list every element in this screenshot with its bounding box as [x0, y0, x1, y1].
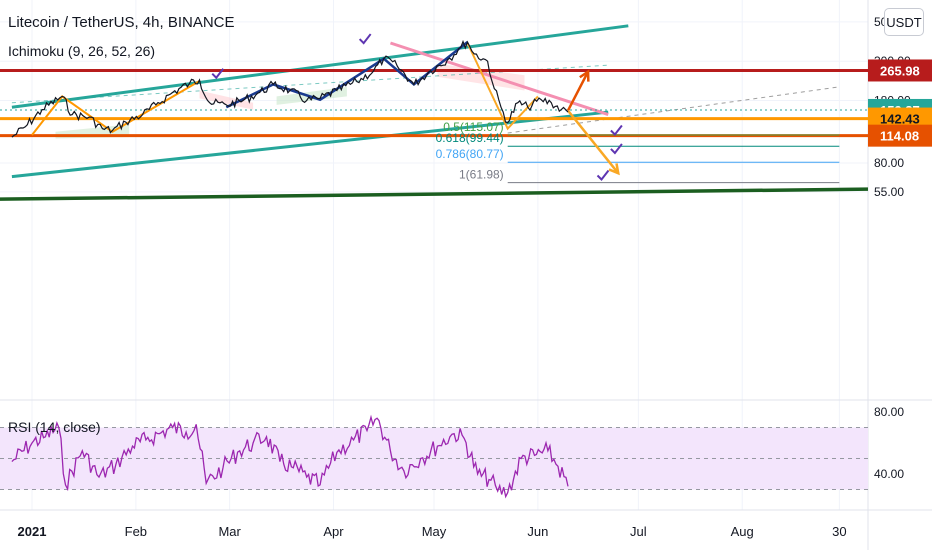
- time-axis: 2021 Feb Mar Apr May Jun Jul Aug 30: [18, 524, 847, 539]
- cloud-area: [199, 90, 254, 110]
- price-tick-label: 80.00: [874, 156, 904, 170]
- fib-level-label: 0.618(99.44): [436, 131, 504, 145]
- price-level-tag-text: 142.43: [880, 112, 920, 127]
- price-level-tag-text: 114.08: [880, 129, 919, 144]
- rsi-tick-label: 40.00: [874, 467, 904, 481]
- channel-upper-line: [11, 24, 629, 109]
- price-level-tag: [868, 124, 932, 147]
- time-tick-label: Aug: [731, 524, 754, 539]
- check-mark-icon: [610, 124, 623, 136]
- price-series-line: [11, 39, 569, 138]
- chart-title: Litecoin / TetherUS, 4h, BINANCE: [8, 14, 235, 31]
- time-tick-label: Jul: [630, 524, 647, 539]
- time-tick-label: Mar: [218, 524, 241, 539]
- rsi-tick-label: 80.00: [874, 405, 904, 419]
- time-tick-label: Jun: [527, 524, 548, 539]
- channel-lower-line: [11, 110, 609, 179]
- long-term-trend-line: [0, 187, 869, 201]
- time-tick-label: Feb: [125, 524, 147, 539]
- indicator-label: Ichimoku (9, 26, 52, 26): [8, 43, 156, 59]
- rsi-title: RSI (14, close): [8, 419, 101, 435]
- price-level-tag: [868, 59, 932, 82]
- currency-button[interactable]: USDT: [884, 8, 924, 36]
- rsi-pane: RSI (14, close) 80.00 40.00: [0, 405, 904, 499]
- check-mark-icon: [211, 68, 225, 80]
- bullish-projection-arrow: [566, 71, 590, 112]
- time-tick-label: May: [422, 524, 447, 539]
- rsi-series-line: [11, 414, 569, 499]
- orange-wave-drawing: [31, 80, 201, 136]
- price-level-tag: [868, 107, 932, 130]
- fib-level-label: 0.5(115.07): [443, 120, 504, 134]
- check-mark-icon: [358, 33, 372, 45]
- fib-level-label: 1(61.98): [459, 168, 504, 182]
- time-tick-label: 2021: [18, 524, 47, 539]
- price-tick-label: 55.00: [874, 185, 904, 199]
- check-mark-icon: [610, 143, 623, 155]
- time-tick-label: Apr: [323, 524, 344, 539]
- bearish-projection-arrow-head: [608, 163, 620, 176]
- bullish-projection-arrow-head: [579, 69, 590, 82]
- time-tick-label: 30: [832, 524, 846, 539]
- bearish-projection-arrow: [567, 109, 620, 175]
- price-axis: 500.00300.00180.0080.0055.00265.98159.27…: [868, 15, 932, 199]
- check-mark-icon: [596, 169, 610, 182]
- grid: [0, 0, 868, 510]
- price-level-tag-text: 265.98: [880, 63, 920, 78]
- fib-level-label: 0.786(80.77): [436, 147, 504, 161]
